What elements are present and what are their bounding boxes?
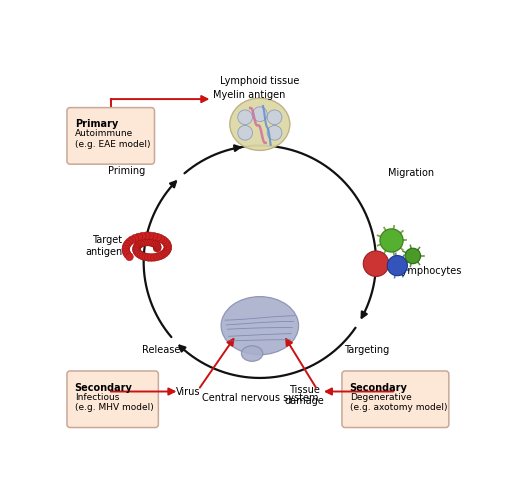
Circle shape	[138, 239, 147, 247]
Circle shape	[159, 251, 166, 259]
Circle shape	[157, 234, 164, 242]
Circle shape	[148, 254, 155, 262]
Ellipse shape	[230, 98, 290, 150]
FancyBboxPatch shape	[342, 371, 449, 428]
Text: Priming: Priming	[108, 166, 146, 176]
Circle shape	[140, 238, 148, 246]
Circle shape	[144, 254, 153, 261]
Ellipse shape	[241, 346, 263, 361]
Circle shape	[380, 229, 403, 252]
Circle shape	[152, 241, 160, 248]
Circle shape	[153, 242, 161, 250]
Circle shape	[267, 110, 282, 125]
Text: Myelin antigen: Myelin antigen	[213, 90, 286, 100]
Text: Release: Release	[142, 345, 180, 355]
Circle shape	[150, 239, 158, 247]
Circle shape	[148, 239, 156, 246]
Circle shape	[125, 238, 133, 246]
Circle shape	[124, 240, 131, 248]
Circle shape	[162, 238, 169, 245]
Circle shape	[138, 232, 146, 240]
Text: Central nervous system: Central nervous system	[202, 393, 318, 403]
Text: Degenerative
(e.g. axotomy model): Degenerative (e.g. axotomy model)	[350, 393, 447, 412]
Circle shape	[163, 240, 171, 247]
Circle shape	[122, 243, 130, 250]
Circle shape	[163, 246, 171, 254]
Circle shape	[142, 232, 150, 239]
Circle shape	[132, 246, 140, 254]
Circle shape	[154, 243, 161, 251]
Circle shape	[363, 251, 389, 277]
Text: Primary: Primary	[75, 119, 118, 129]
Circle shape	[150, 232, 158, 240]
Text: Lymphoid tissue: Lymphoid tissue	[220, 76, 300, 86]
Circle shape	[137, 252, 145, 259]
Circle shape	[134, 242, 141, 249]
Circle shape	[135, 233, 142, 241]
Circle shape	[252, 107, 267, 122]
Text: Virus: Virus	[176, 386, 200, 396]
Circle shape	[135, 241, 143, 248]
Circle shape	[134, 249, 141, 257]
Circle shape	[267, 125, 282, 140]
Circle shape	[151, 254, 158, 261]
Ellipse shape	[221, 297, 299, 355]
FancyBboxPatch shape	[67, 108, 155, 164]
Text: Secondary: Secondary	[75, 383, 132, 393]
Circle shape	[154, 253, 161, 261]
Text: Autoimmune
(e.g. EAE model): Autoimmune (e.g. EAE model)	[75, 129, 150, 149]
Circle shape	[151, 240, 159, 247]
Circle shape	[162, 247, 170, 256]
Circle shape	[238, 125, 252, 140]
Text: Target
antigens: Target antigens	[86, 235, 128, 257]
Circle shape	[142, 253, 150, 261]
Text: Lymphocytes: Lymphocytes	[397, 267, 462, 277]
Text: Secondary: Secondary	[350, 383, 408, 393]
Circle shape	[156, 252, 164, 260]
FancyBboxPatch shape	[67, 371, 158, 428]
Circle shape	[126, 253, 133, 261]
Circle shape	[137, 240, 144, 247]
Circle shape	[122, 248, 130, 256]
Circle shape	[147, 238, 154, 246]
Circle shape	[144, 238, 152, 246]
Text: Targeting: Targeting	[344, 345, 389, 355]
Circle shape	[147, 232, 154, 240]
Circle shape	[153, 241, 161, 249]
Circle shape	[124, 250, 131, 258]
Text: Infectious
(e.g. MHV model): Infectious (e.g. MHV model)	[75, 393, 154, 412]
Circle shape	[153, 244, 161, 252]
Text: Tissue
damage: Tissue damage	[284, 385, 324, 406]
Circle shape	[164, 242, 171, 249]
Text: Migration: Migration	[388, 167, 434, 178]
Circle shape	[133, 243, 141, 251]
Circle shape	[142, 238, 150, 246]
Circle shape	[154, 233, 161, 241]
Circle shape	[128, 236, 136, 244]
Circle shape	[133, 247, 141, 255]
Circle shape	[135, 250, 143, 258]
Circle shape	[159, 236, 167, 244]
Circle shape	[161, 249, 168, 257]
Circle shape	[139, 253, 147, 260]
Circle shape	[131, 234, 139, 242]
Circle shape	[405, 248, 421, 264]
Circle shape	[238, 110, 252, 125]
Circle shape	[164, 244, 172, 252]
Circle shape	[132, 244, 140, 253]
Circle shape	[387, 256, 408, 276]
Circle shape	[122, 245, 130, 253]
